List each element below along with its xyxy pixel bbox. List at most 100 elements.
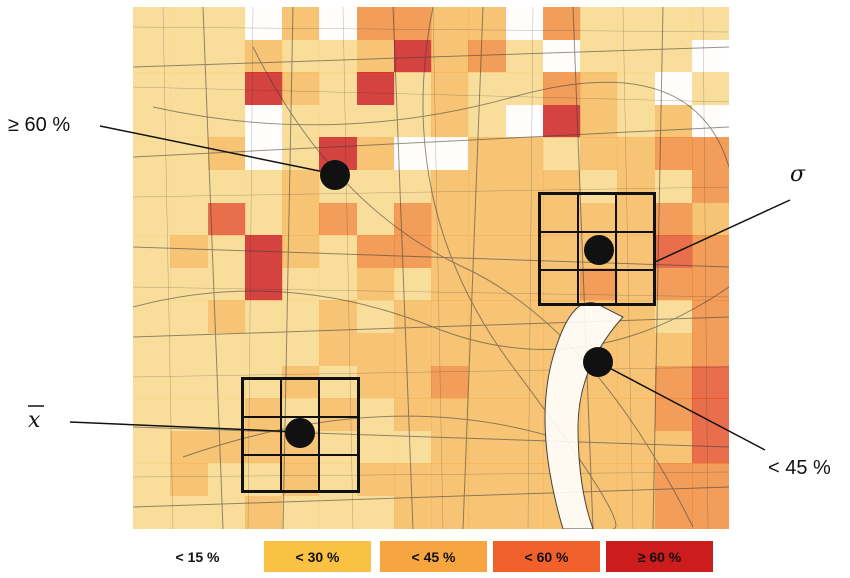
heat-cell (431, 235, 469, 269)
heat-cell (617, 496, 656, 529)
heat-cell (133, 300, 171, 334)
heat-cell (542, 104, 581, 138)
heat-cell (691, 39, 729, 73)
heat-cell (691, 72, 729, 106)
heat-cell (207, 300, 246, 334)
heat-cell (133, 365, 171, 399)
heat-cell (356, 430, 395, 464)
heat-cell (244, 333, 283, 366)
heat-cell (244, 7, 283, 40)
heat-cell (207, 365, 246, 399)
heat-cell (505, 104, 544, 138)
heat-cell (580, 267, 618, 301)
heat-cell (505, 430, 544, 464)
heat-cell (617, 398, 656, 432)
heat-cell (207, 398, 246, 432)
heat-cell (468, 430, 507, 464)
legend-item-lt60: < 60 % (493, 541, 600, 572)
heat-cell (468, 398, 507, 432)
heat-cell (654, 39, 693, 73)
heat-cell (244, 72, 283, 106)
heat-cell (431, 430, 469, 464)
heat-cell (356, 300, 395, 334)
heat-cell (356, 170, 395, 203)
heat-cell (356, 463, 395, 497)
heat-cell (542, 202, 581, 236)
heat-cell (133, 104, 171, 138)
heat-cell (319, 202, 358, 236)
heat-cell (356, 365, 395, 399)
heat-cell (319, 72, 358, 106)
heat-cell (244, 267, 283, 301)
heat-cell (617, 137, 656, 171)
heat-cell (468, 39, 507, 73)
xbar-neighborhood-box (241, 377, 360, 493)
heat-cell (542, 235, 581, 269)
heat-cell (207, 170, 246, 203)
heat-cell (617, 202, 656, 236)
heat-cell (207, 496, 246, 529)
heat-cell (393, 235, 432, 269)
heat-cell (580, 39, 618, 73)
heat-cell (654, 463, 693, 497)
heat-cell (468, 365, 507, 399)
heat-cell (170, 202, 209, 236)
heat-cell (282, 333, 320, 366)
heat-cell (505, 137, 544, 171)
heat-cell (133, 235, 171, 269)
heat-cell (580, 398, 618, 432)
heat-cell (617, 170, 656, 203)
heat-cell (431, 300, 469, 334)
heat-cell (468, 463, 507, 497)
heat-cell (133, 170, 171, 203)
heat-cell (431, 496, 469, 529)
heat-cell (319, 235, 358, 269)
heat-cell (319, 496, 358, 529)
heat-cell (244, 202, 283, 236)
heat-cell (431, 463, 469, 497)
heat-cell (505, 39, 544, 73)
heat-cell (654, 300, 693, 334)
heat-cell (356, 137, 395, 171)
heat-cell (170, 170, 209, 203)
callout-low-label: < 45 % (768, 457, 831, 479)
heat-cell (356, 496, 395, 529)
heat-cell (468, 137, 507, 171)
heat-cell (468, 300, 507, 334)
heat-cell (282, 365, 320, 399)
heat-cell (207, 333, 246, 366)
heat-cell (654, 7, 693, 40)
heat-cell (244, 300, 283, 334)
heat-cell (691, 104, 729, 138)
heat-cell (505, 398, 544, 432)
heat-cell (170, 300, 209, 334)
heat-cell (542, 170, 581, 203)
heat-cell (431, 333, 469, 366)
heat-cell (431, 7, 469, 40)
heat-cell (133, 72, 171, 106)
heat-cell (580, 137, 618, 171)
legend-item-lt45: < 45 % (380, 541, 487, 572)
heat-cell (691, 496, 729, 529)
heat-cell (468, 235, 507, 269)
heat-cell (468, 496, 507, 529)
heat-cell (654, 235, 693, 269)
heat-cell (282, 7, 320, 40)
heat-cell (207, 7, 246, 40)
heat-cell (691, 333, 729, 366)
heat-cell (244, 170, 283, 203)
heat-cell (282, 39, 320, 73)
callout-high-label: ≥ 60 % (8, 114, 71, 136)
heat-cell (282, 104, 320, 138)
heat-cell (505, 300, 544, 334)
legend-item-lt15: < 15 % (144, 541, 251, 572)
heat-cell (468, 72, 507, 106)
heat-cell (282, 300, 320, 334)
heat-cell (654, 170, 693, 203)
heat-cell (468, 7, 507, 40)
heat-cell (356, 39, 395, 73)
heat-cell (542, 267, 581, 301)
heat-cell (319, 365, 358, 399)
heat-cell (654, 365, 693, 399)
